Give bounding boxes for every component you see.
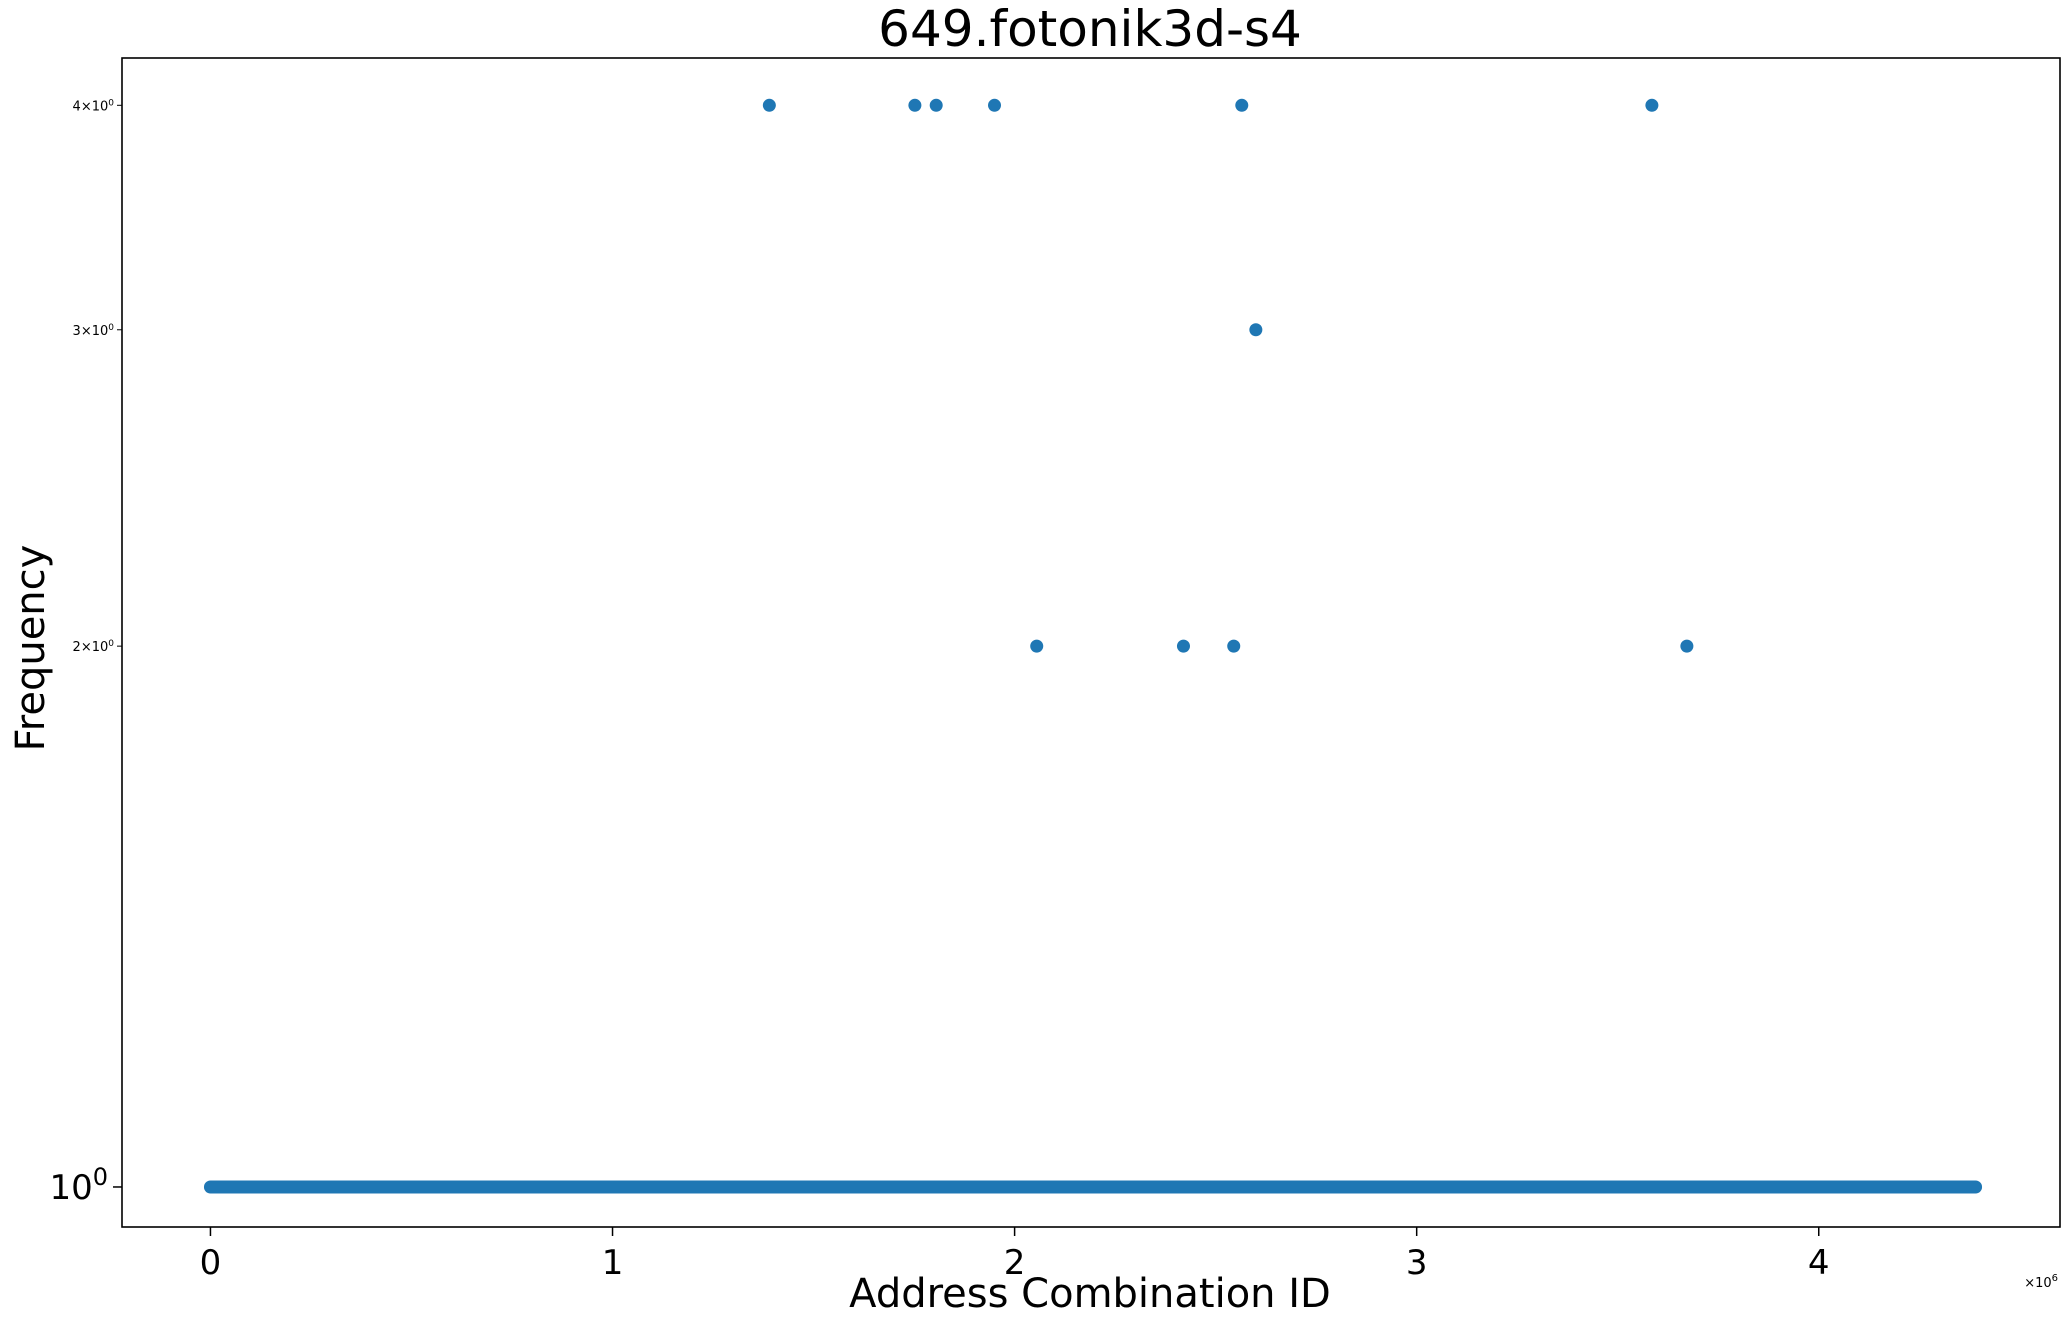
y-axis-label: Frequency: [8, 545, 54, 752]
y-tick-label: 100: [49, 1163, 108, 1208]
x-axis-label: Address Combination ID: [849, 1271, 1331, 1317]
data-point: [1176, 639, 1190, 653]
data-points-group: [762, 98, 1694, 653]
x-axis-offset-label: ×106: [2024, 1273, 2058, 1291]
y-tick-label: 2×100: [73, 639, 115, 655]
x-tick-label: 0: [200, 1243, 222, 1283]
data-point: [1680, 639, 1694, 653]
data-point: [1227, 639, 1241, 653]
y-tick-label: 3×100: [73, 323, 115, 339]
x-tick-label: 1: [602, 1243, 624, 1283]
data-point: [929, 98, 943, 112]
y-tick-label: 4×100: [73, 98, 115, 114]
chart-title: 649.fotonik3d-s4: [878, 0, 1302, 58]
y-axis: 100 2×100 3×100 4×100: [49, 98, 122, 1208]
data-point: [988, 98, 1002, 112]
data-point: [1030, 639, 1044, 653]
data-point: [762, 98, 776, 112]
data-point: [1249, 323, 1263, 337]
x-tick-label: 4: [1808, 1243, 1830, 1283]
data-point: [908, 98, 922, 112]
plot-frame: [121, 57, 2061, 1228]
data-point: [1645, 98, 1659, 112]
data-point: [1235, 98, 1249, 112]
x-axis: 0 1 2 3 4: [200, 1227, 1830, 1283]
x-tick-label: 3: [1406, 1243, 1428, 1283]
x-tick-label: 2: [1004, 1243, 1026, 1283]
